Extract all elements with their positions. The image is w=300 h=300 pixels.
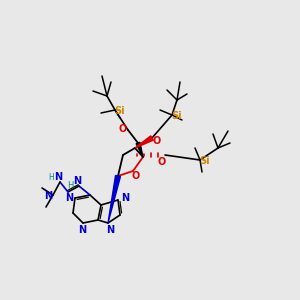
Text: N: N: [106, 225, 114, 235]
Text: N: N: [78, 225, 86, 235]
Polygon shape: [136, 142, 143, 157]
Text: H: H: [67, 182, 73, 190]
Text: N: N: [73, 176, 81, 186]
Text: N: N: [44, 191, 52, 201]
Text: Si: Si: [200, 156, 210, 166]
Text: O: O: [132, 171, 140, 181]
Polygon shape: [108, 176, 120, 223]
Text: O: O: [153, 136, 161, 146]
Text: N: N: [54, 172, 62, 182]
Polygon shape: [135, 136, 153, 148]
Text: O: O: [119, 124, 127, 134]
Text: O: O: [158, 157, 166, 167]
Text: Si: Si: [172, 111, 182, 121]
Text: Si: Si: [115, 106, 125, 116]
Text: N: N: [65, 193, 73, 203]
Text: H: H: [48, 172, 54, 182]
Text: N: N: [121, 193, 129, 203]
